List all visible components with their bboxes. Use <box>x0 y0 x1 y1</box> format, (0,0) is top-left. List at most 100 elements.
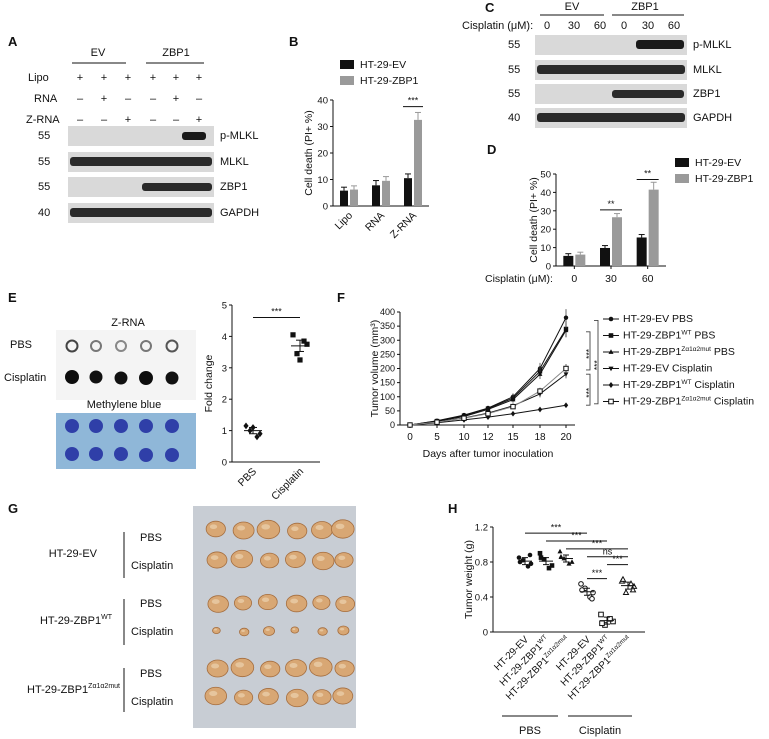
tumor <box>285 594 308 613</box>
c-band <box>636 40 684 49</box>
legend-swatch <box>340 60 354 69</box>
data-point <box>578 581 584 587</box>
bar <box>636 237 647 266</box>
a-mark: + <box>196 114 202 126</box>
y-tick-label: 10 <box>317 175 328 186</box>
c-blot-zbp1 <box>535 84 687 104</box>
y-tick-label: 20 <box>540 225 551 236</box>
data-point <box>510 410 516 417</box>
e-stain-dot <box>89 419 103 433</box>
sig-label: *** <box>571 531 582 541</box>
y-tick-label: 30 <box>540 206 551 217</box>
c-row-label: Cisplatin (μM): <box>462 20 533 32</box>
g-treatment: PBS <box>140 532 162 544</box>
data-point <box>304 341 310 347</box>
c-protein: GAPDH <box>693 112 732 124</box>
bar <box>350 189 358 206</box>
data-point <box>297 357 303 363</box>
legend-marker <box>608 366 614 372</box>
y-tick-label: 150 <box>380 378 395 388</box>
tumor <box>337 625 350 636</box>
tumor <box>233 595 253 611</box>
tumor <box>290 626 300 634</box>
c-dose: 0 <box>544 20 550 32</box>
panel-h-label: H <box>448 501 457 516</box>
data-point <box>549 563 555 568</box>
tumor <box>332 687 354 705</box>
y-tick-label: 250 <box>380 349 395 359</box>
a-cond-zrna: Z-RNA <box>26 114 60 126</box>
panel-a: A EV ZBP1 Lipo RNA Z-RNA + + + + + + – +… <box>8 34 259 223</box>
a-mw: 55 <box>38 181 50 193</box>
tumor-highlight <box>292 628 296 630</box>
data-point <box>566 560 572 566</box>
tumor <box>230 657 255 678</box>
legend-label-base: HT-29-ZBP1 <box>623 379 682 391</box>
sig-label: *** <box>592 360 602 371</box>
a-mark: + <box>150 72 156 84</box>
x-tick-label: 5 <box>434 432 440 443</box>
c-mw: 55 <box>508 88 520 100</box>
a-mark: – <box>101 114 108 126</box>
data-point <box>407 422 413 428</box>
e-stain-dot <box>65 419 79 433</box>
sig-label: ** <box>644 169 652 179</box>
legend-marker <box>608 333 614 338</box>
y-tick-label: 10 <box>540 243 551 254</box>
a-cond-rna: RNA <box>34 93 58 105</box>
panel-g: G HT-29-EV HT-29-ZBP1WT HT-29-ZBP1Zα1α2m… <box>8 501 356 728</box>
a-mark: + <box>101 93 107 105</box>
tumor <box>285 688 309 708</box>
data-point <box>598 611 604 618</box>
a-blots <box>68 126 214 223</box>
legend-label: HT-29-ZBP1 <box>695 173 754 185</box>
x-tick-label: 15 <box>507 432 519 443</box>
g-group-mut-base: HT-29-ZBP1 <box>27 684 88 696</box>
sig-label: *** <box>584 348 594 359</box>
bar <box>563 255 574 266</box>
legend-marker <box>608 349 614 354</box>
data-point <box>301 338 307 344</box>
a-mark: – <box>150 93 157 105</box>
e-dot <box>139 371 153 385</box>
y-tick-label: 200 <box>380 364 395 374</box>
bar <box>340 190 348 206</box>
bar <box>648 189 659 266</box>
data-point <box>461 415 467 421</box>
legend-label: HT-29-ZBP1 <box>360 75 419 87</box>
tumor-highlight <box>235 662 245 668</box>
e-dot-title: Z-RNA <box>111 317 145 329</box>
x-tick-label: 18 <box>534 432 546 443</box>
a-protein: p-MLKL <box>220 130 259 142</box>
c-band <box>612 90 684 98</box>
a-protein: GAPDH <box>220 207 259 219</box>
e-stain-dot <box>114 447 128 461</box>
c-protein: MLKL <box>693 64 722 76</box>
c-mw: 40 <box>508 112 520 124</box>
legend-label-sup: Zα1α2mut <box>681 346 711 353</box>
tumor-highlight <box>210 555 219 560</box>
sig-label: *** <box>592 538 603 548</box>
tumor <box>256 519 281 540</box>
tumor <box>258 688 279 705</box>
a-marks: + + + + + + – + – – + – – – + – – + <box>77 72 203 126</box>
tumor-highlight <box>211 599 220 604</box>
a-cond-lipo: Lipo <box>28 72 49 84</box>
g-group-wt-base: HT-29-ZBP1 <box>40 615 101 627</box>
a-blot-zbp1 <box>68 177 214 197</box>
a-mark: – <box>77 114 84 126</box>
e-stain-dot <box>165 448 179 462</box>
x-axis-label: Cisplatin (μM): <box>485 273 553 285</box>
a-group-zbp1: ZBP1 <box>162 47 190 59</box>
panel-d-label: D <box>487 142 496 157</box>
e-stain-dot <box>65 447 79 461</box>
sig-label: *** <box>584 387 594 398</box>
g-group-mut-sup: Zα1α2mut <box>88 683 120 690</box>
bar <box>612 217 622 266</box>
tumor <box>257 593 278 611</box>
legend-marker <box>608 316 614 322</box>
